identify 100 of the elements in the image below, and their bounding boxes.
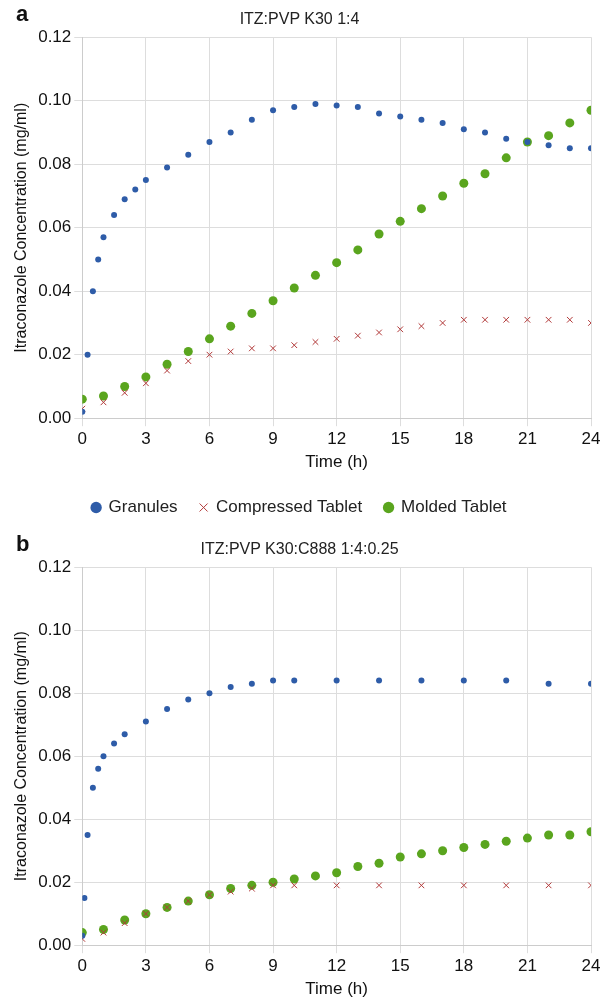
point — [459, 843, 469, 853]
point — [270, 677, 277, 684]
point — [501, 836, 511, 846]
point — [289, 874, 299, 884]
x-axis-title: Time (h) — [305, 979, 368, 999]
point — [418, 116, 425, 123]
point — [82, 894, 88, 901]
y-axis-title: Itraconazole Concentration (mg/ml) — [12, 631, 30, 882]
point — [353, 861, 363, 871]
point — [439, 319, 446, 327]
point — [227, 888, 234, 895]
point — [375, 882, 383, 889]
point — [480, 169, 490, 179]
point — [481, 316, 489, 324]
point — [226, 321, 236, 331]
point — [248, 885, 256, 892]
point — [142, 379, 150, 387]
point — [164, 164, 171, 171]
y-tick-label: 0.02 — [38, 344, 72, 364]
point — [522, 833, 532, 843]
legend-label: Compressed Tablet — [216, 497, 363, 517]
point — [418, 322, 425, 330]
point — [289, 283, 299, 293]
point — [89, 288, 96, 295]
x-tick-label: 9 — [268, 429, 278, 449]
point — [416, 849, 426, 859]
point — [291, 677, 298, 684]
x-tick-label: 18 — [454, 956, 474, 976]
y-tick-label: 0.08 — [38, 682, 72, 702]
point — [248, 116, 255, 123]
point — [100, 234, 107, 241]
legend-label: Granules — [108, 497, 178, 517]
point — [565, 118, 575, 128]
point — [204, 334, 214, 344]
point — [333, 102, 340, 109]
point — [544, 830, 554, 840]
point — [227, 348, 234, 355]
y-tick-label: 0.10 — [38, 619, 72, 639]
chart-title: ITZ:PVP K30:C888 1:4:0.25 — [200, 540, 399, 558]
point — [438, 191, 448, 201]
point — [269, 345, 277, 352]
point — [502, 316, 510, 324]
point — [333, 882, 340, 889]
point — [460, 126, 467, 133]
x-tick-label: 15 — [390, 429, 410, 449]
point — [460, 677, 467, 684]
point — [418, 882, 425, 889]
point — [121, 196, 128, 203]
point — [501, 153, 511, 163]
y-tick-label: 0.06 — [38, 217, 72, 237]
point — [545, 142, 552, 149]
x-tick-label: 21 — [517, 956, 537, 976]
point — [396, 325, 404, 333]
point — [141, 372, 151, 382]
text: a — [16, 1, 29, 27]
y-tick-label: 0.10 — [38, 90, 72, 110]
point — [545, 680, 552, 687]
point — [374, 229, 384, 239]
point — [376, 110, 383, 117]
point — [438, 846, 448, 856]
point — [333, 677, 340, 684]
point — [162, 359, 172, 369]
point — [503, 135, 510, 142]
point — [482, 129, 489, 136]
point — [247, 308, 257, 318]
y-tick-label: 0.12 — [38, 26, 72, 46]
x-tick-label: 24 — [581, 429, 601, 449]
y-tick-label: 0.12 — [38, 556, 72, 576]
point — [164, 705, 171, 712]
text: b — [16, 531, 30, 557]
point — [142, 718, 149, 725]
point — [98, 391, 108, 401]
point — [503, 677, 510, 684]
point — [185, 151, 192, 158]
point — [545, 316, 552, 324]
point — [502, 882, 510, 889]
y-tick-label: 0.04 — [38, 280, 72, 300]
point — [375, 329, 383, 336]
x-tick-label: 0 — [77, 429, 88, 449]
point — [95, 765, 102, 772]
x-tick-label: 21 — [517, 429, 537, 449]
x-tick-label: 6 — [204, 429, 215, 449]
point — [142, 177, 149, 184]
point — [248, 345, 256, 352]
x-tick-label: 18 — [454, 429, 474, 449]
point — [227, 683, 234, 690]
point — [121, 731, 128, 738]
y-tick-label: 0.08 — [38, 153, 72, 173]
y-tick-label: 0.06 — [38, 745, 72, 765]
point — [183, 347, 193, 357]
point — [111, 212, 118, 218]
point — [566, 145, 573, 152]
point — [248, 680, 255, 687]
point — [310, 871, 320, 881]
point — [121, 389, 129, 397]
point — [395, 852, 405, 862]
x-tick-label: 15 — [390, 956, 410, 976]
point — [206, 690, 213, 697]
point — [121, 919, 129, 927]
x-tick-label: 12 — [327, 956, 347, 976]
